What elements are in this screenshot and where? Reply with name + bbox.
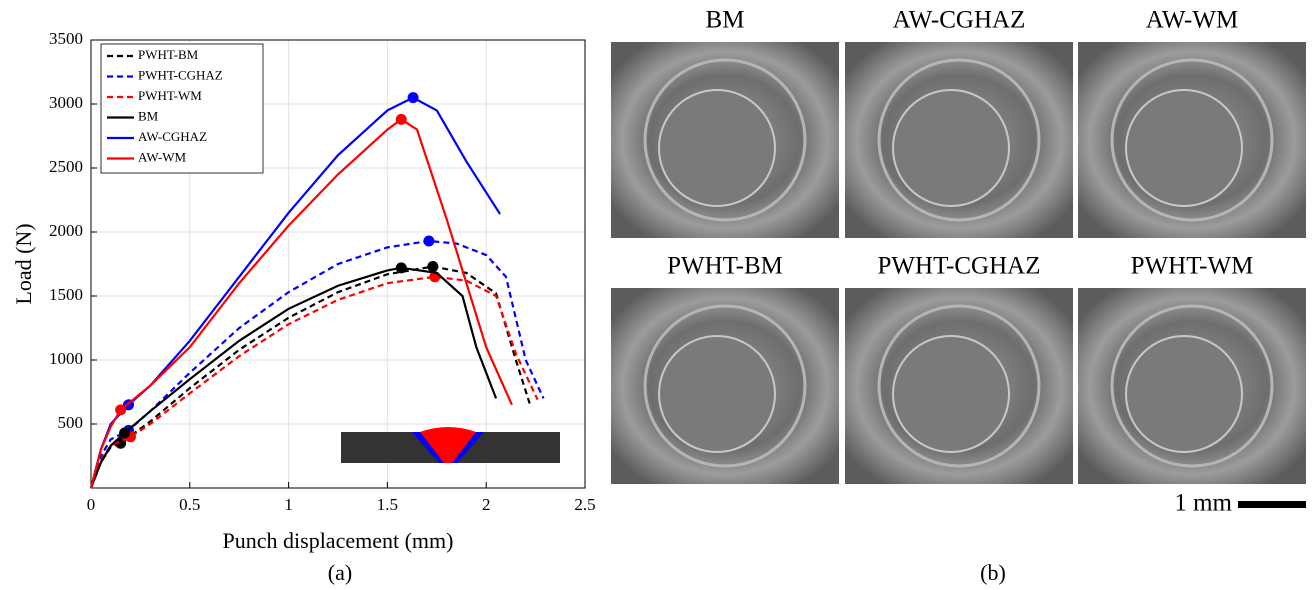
image-title: PWHT-BM [667, 253, 783, 280]
sem-crater [877, 304, 1041, 468]
line [89, 275, 539, 489]
marker [423, 235, 435, 247]
sem-crater [643, 304, 807, 468]
y-tick-label: 2000 [49, 221, 83, 240]
x-tick-label: 2.5 [574, 495, 595, 514]
legend-label: AW-WM [138, 149, 186, 164]
plot-frame [90, 39, 586, 489]
legend-label: BM [138, 108, 159, 123]
sem-dome [892, 335, 1010, 453]
image-title: BM [706, 7, 745, 34]
x-tick-label: 2 [482, 495, 491, 514]
x-tick-label: 0 [87, 495, 96, 514]
line [89, 118, 513, 489]
panel-label: (b) [980, 560, 1006, 585]
sem-crater [877, 58, 1041, 222]
x-axis-title: Punch displacement (mm) [223, 528, 454, 553]
image-title: AW-WM [1146, 7, 1238, 34]
x-tick-label: 1.5 [377, 495, 398, 514]
y-tick-label: 2500 [49, 157, 83, 176]
sem-dome [658, 335, 776, 453]
y-tick-label: 3000 [49, 93, 83, 112]
sem-crater [643, 58, 807, 222]
x-tick-label: 0.5 [179, 495, 200, 514]
marker [407, 92, 419, 104]
line [89, 266, 498, 489]
sem-dome [658, 89, 776, 207]
image-title: PWHT-CGHAZ [878, 253, 1041, 280]
sem-dome [1125, 89, 1243, 207]
y-tick-label: 500 [58, 413, 84, 432]
y-axis-title: Load (N) [11, 223, 36, 304]
legend-label: PWHT-CGHAZ [138, 67, 223, 82]
marker [395, 113, 407, 125]
image-title: PWHT-WM [1131, 253, 1254, 280]
marker [395, 262, 407, 274]
marker [427, 261, 439, 273]
image-title: AW-CGHAZ [893, 7, 1026, 34]
scale-bar-label: 1 mm [1174, 490, 1232, 517]
sem-dome [1125, 335, 1243, 453]
legend-label: PWHT-WM [138, 88, 202, 103]
panel-label: (a) [328, 560, 352, 585]
x-tick-label: 1 [284, 495, 293, 514]
legend-label: AW-CGHAZ [138, 129, 207, 144]
sem-crater [1110, 58, 1274, 222]
y-tick-label: 3500 [49, 29, 83, 48]
scale-bar [1238, 501, 1306, 508]
y-tick-label: 1000 [49, 349, 83, 368]
sem-dome [892, 89, 1010, 207]
legend-box [100, 43, 264, 174]
marker [119, 427, 131, 439]
inset-weld [420, 427, 476, 463]
sem-crater [1110, 304, 1274, 468]
marker [115, 404, 127, 416]
legend-label: PWHT-BM [138, 47, 199, 62]
y-tick-label: 1500 [49, 285, 83, 304]
